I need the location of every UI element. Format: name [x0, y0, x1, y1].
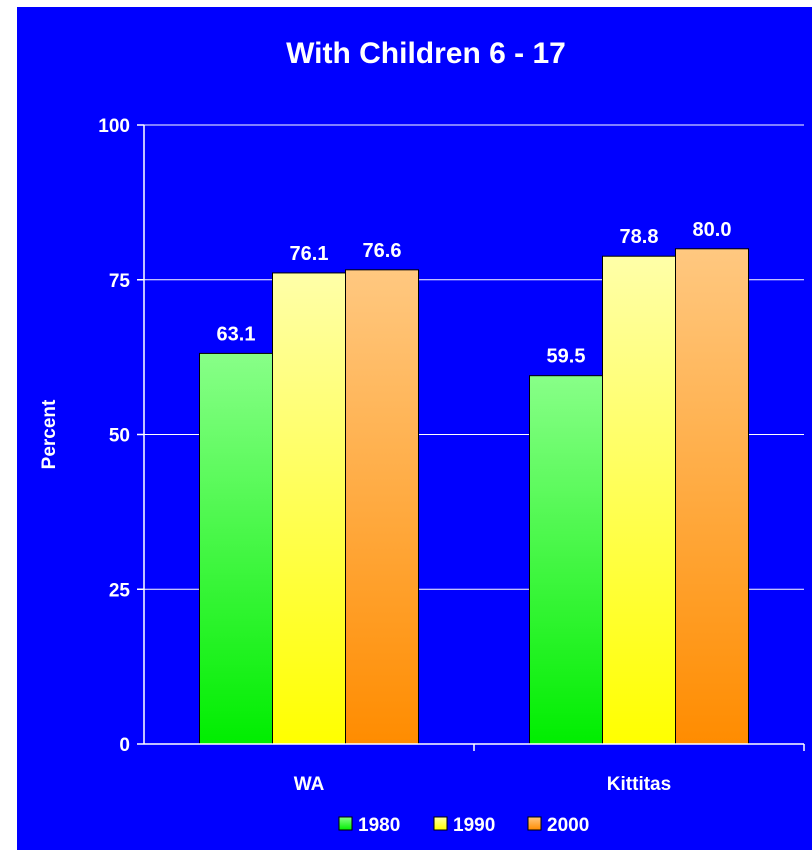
data-label-wa-1990: 76.1	[290, 243, 329, 265]
x-tick-label-kittitas: Kittitas	[607, 774, 671, 795]
data-label-wa-1980: 63.1	[217, 323, 256, 345]
legend-swatch-2000	[527, 816, 542, 831]
y-tick-label-100: 100	[98, 116, 130, 137]
legend-label-1980: 1980	[358, 815, 400, 836]
legend-label-2000: 2000	[547, 815, 589, 836]
y-tick-label-25: 25	[109, 580, 131, 601]
legend-swatch-1980	[338, 816, 353, 831]
data-label-kittitas-1990: 78.8	[620, 226, 659, 248]
legend: 1980 1990 2000	[338, 815, 589, 836]
y-tick-label-0: 0	[119, 735, 130, 756]
bars	[199, 248, 749, 745]
bar-wa-1980	[199, 352, 273, 745]
y-tick-label-50: 50	[109, 426, 130, 447]
bar-kittitas-1980	[529, 375, 603, 745]
y-tick-label-75: 75	[109, 271, 131, 292]
chart-frame: With Children 6 - 17 Percent 0 25 50 75 100 W…	[17, 7, 812, 850]
bar-kittitas-1990	[602, 255, 676, 745]
bar-wa-2000	[345, 269, 419, 745]
data-labels: 63.1 76.1 76.6 59.5 78.8 80.0	[217, 219, 732, 368]
y-axis-label: Percent	[39, 399, 60, 469]
data-label-kittitas-2000: 80.0	[693, 219, 732, 241]
bar-kittitas-2000	[675, 248, 749, 745]
axes: 0 25 50 75 100 WA Kittitas	[98, 116, 805, 795]
bar-chart: With Children 6 - 17 Percent 0 25 50 75 100 W…	[39, 37, 805, 836]
x-tick-label-wa: WA	[294, 774, 325, 795]
chart-title: With Children 6 - 17	[286, 37, 566, 70]
data-label-wa-2000: 76.6	[363, 240, 402, 262]
bar-wa-1990	[272, 272, 346, 745]
data-label-kittitas-1980: 59.5	[547, 346, 586, 368]
legend-swatch-1990	[433, 816, 448, 831]
legend-label-1990: 1990	[453, 815, 495, 836]
